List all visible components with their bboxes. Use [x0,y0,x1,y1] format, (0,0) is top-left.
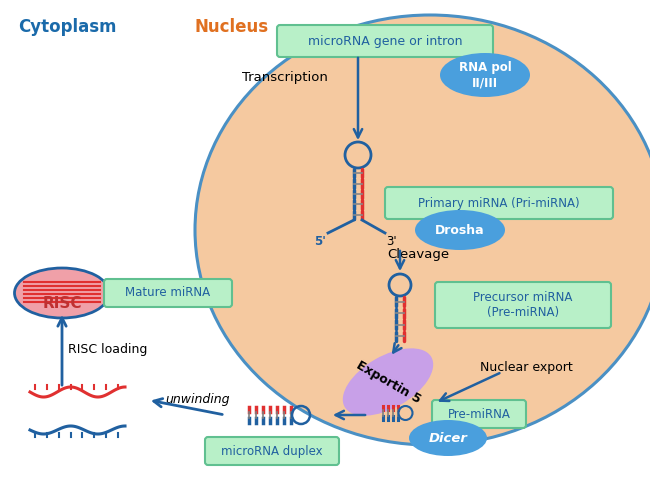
Ellipse shape [409,420,487,456]
Text: Primary miRNA (Pri-miRNA): Primary miRNA (Pri-miRNA) [418,197,580,210]
Text: microRNA duplex: microRNA duplex [221,444,323,457]
Text: Transcription: Transcription [242,71,328,85]
FancyBboxPatch shape [432,400,526,428]
Text: Nucleus: Nucleus [195,18,269,36]
FancyBboxPatch shape [435,282,611,328]
Text: Nuclear export: Nuclear export [480,361,573,374]
Text: Drosha: Drosha [436,224,485,237]
Text: RISC: RISC [42,296,82,311]
Ellipse shape [415,210,505,250]
Text: Mature miRNA: Mature miRNA [125,286,211,299]
FancyBboxPatch shape [104,279,232,307]
FancyBboxPatch shape [385,187,613,219]
Text: Precursor miRNA
(Pre-miRNA): Precursor miRNA (Pre-miRNA) [473,291,573,319]
Text: Dicer: Dicer [428,431,467,444]
Text: unwinding: unwinding [166,393,230,406]
Text: RISC loading: RISC loading [68,343,148,356]
Text: Pre-miRNA: Pre-miRNA [448,408,510,421]
Ellipse shape [440,53,530,97]
Ellipse shape [14,268,109,318]
FancyBboxPatch shape [277,25,493,57]
Text: Cleavage: Cleavage [387,248,449,261]
Text: 5': 5' [314,235,326,248]
FancyBboxPatch shape [205,437,339,465]
Ellipse shape [343,348,433,416]
Ellipse shape [195,15,650,445]
Text: Exportin 5: Exportin 5 [354,358,422,406]
Text: Cytoplasm: Cytoplasm [18,18,116,36]
Text: RNA pol
II/III: RNA pol II/III [459,61,512,89]
Text: 3': 3' [386,235,396,248]
Text: microRNA gene or intron: microRNA gene or intron [307,34,462,47]
